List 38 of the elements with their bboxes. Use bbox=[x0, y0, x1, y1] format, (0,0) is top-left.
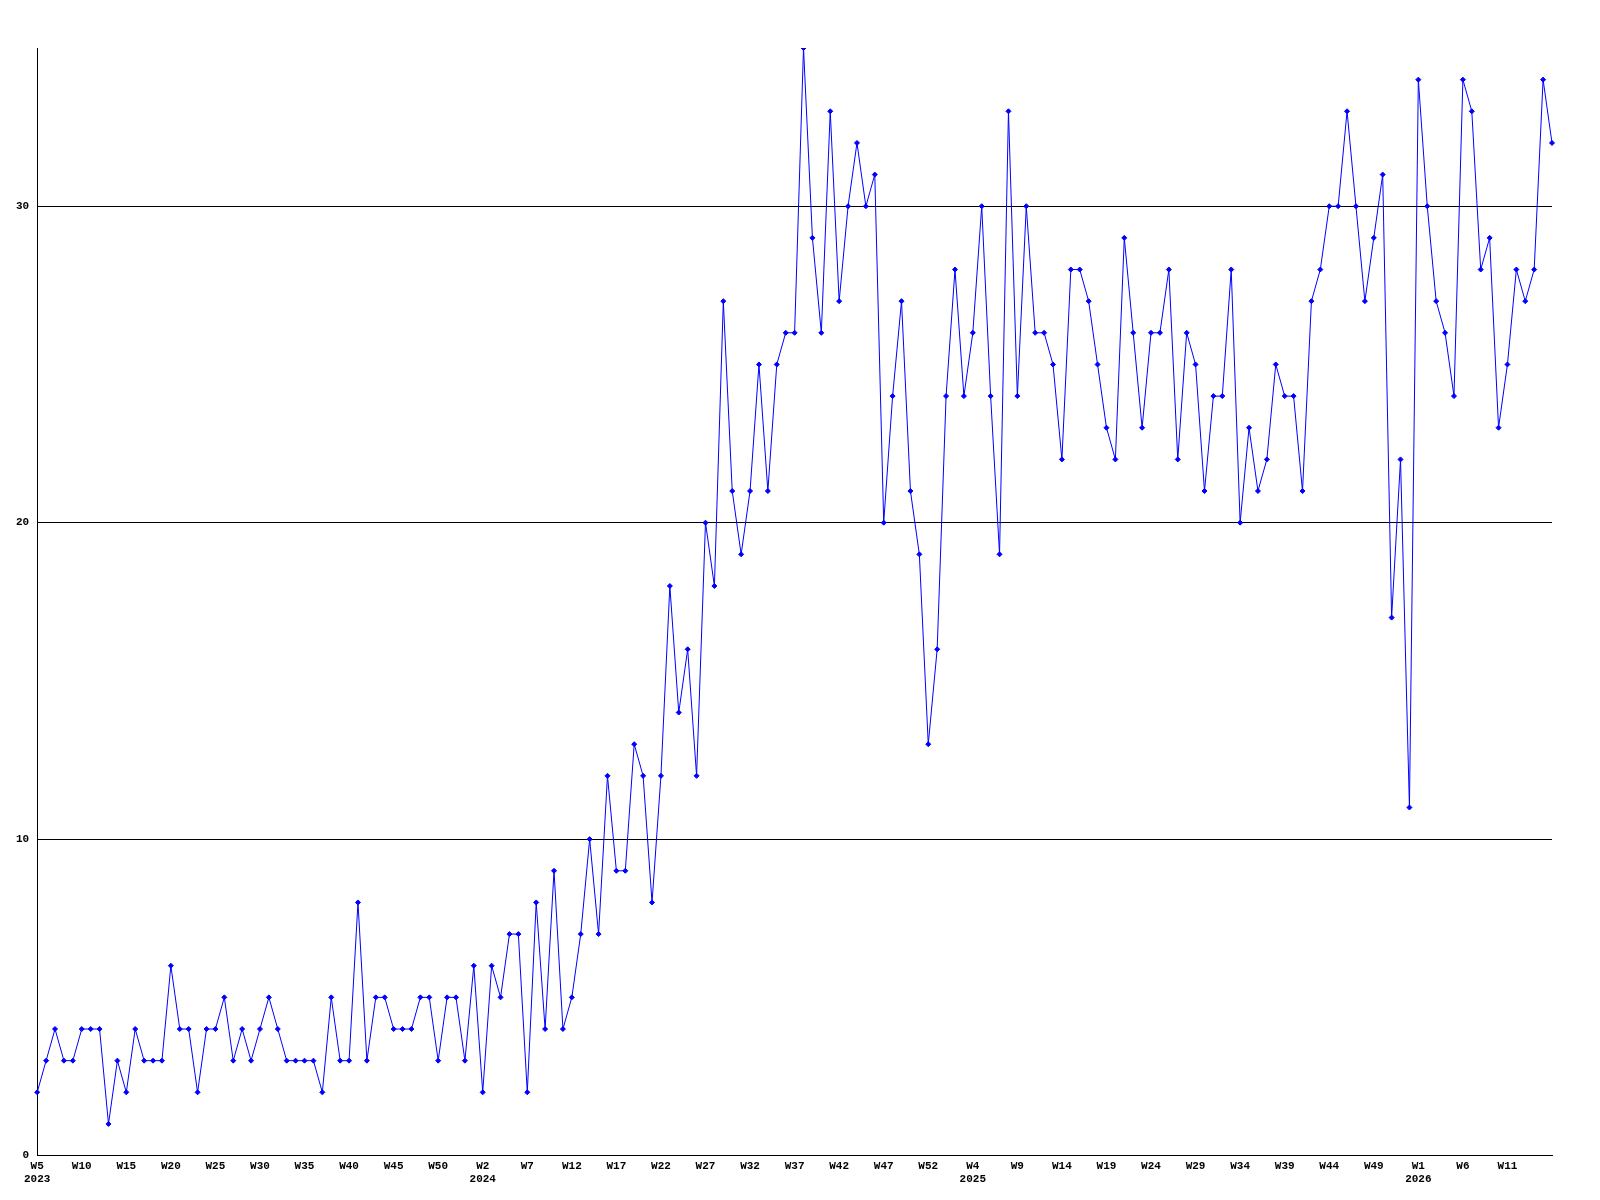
x-tick-label: W35 bbox=[294, 1159, 315, 1172]
x-tick-label: W2 2024 bbox=[469, 1159, 497, 1186]
x-tick-label: W15 bbox=[116, 1159, 137, 1172]
x-tick-label: W47 bbox=[873, 1159, 894, 1172]
x-tick-label: W12 bbox=[561, 1159, 582, 1172]
x-tick-label: W17 bbox=[606, 1159, 627, 1172]
x-tick-label: W49 bbox=[1363, 1159, 1384, 1172]
x-tick-label: W1 2026 bbox=[1405, 1159, 1432, 1186]
y-tick-label: 0 bbox=[22, 1149, 30, 1162]
x-tick-label: W27 bbox=[695, 1159, 716, 1172]
x-tick-label: W5 2023 bbox=[24, 1159, 51, 1186]
x-tick-label: W52 bbox=[918, 1159, 939, 1172]
x-tick-label: W20 bbox=[160, 1159, 181, 1172]
x-tick-label: W19 bbox=[1096, 1159, 1117, 1172]
y-tick-label: 30 bbox=[16, 199, 30, 212]
x-tick-label: W44 bbox=[1319, 1159, 1340, 1172]
x-tick-label: W14 bbox=[1052, 1159, 1073, 1172]
x-tick-label: W42 bbox=[829, 1159, 850, 1172]
x-tick-label: W22 bbox=[651, 1159, 671, 1172]
x-tick-label: W40 bbox=[339, 1159, 359, 1172]
x-tick-label: W34 bbox=[1230, 1159, 1251, 1172]
x-tick-label: W7 bbox=[520, 1159, 534, 1172]
x-tick-label: W10 bbox=[71, 1159, 92, 1172]
x-tick-label: W50 bbox=[428, 1159, 449, 1172]
x-tick-label: W4 2025 bbox=[959, 1159, 987, 1186]
x-tick-label: W39 bbox=[1274, 1159, 1295, 1172]
x-tick-label: W11 bbox=[1497, 1159, 1518, 1172]
x-tick-label: W24 bbox=[1141, 1159, 1162, 1172]
x-tick-label: W6 bbox=[1456, 1159, 1470, 1172]
x-tick-label: W37 bbox=[784, 1159, 805, 1172]
y-tick-label: 10 bbox=[16, 832, 30, 845]
x-tick-label: W25 bbox=[205, 1159, 226, 1172]
x-tick-label: W32 bbox=[740, 1159, 760, 1172]
x-tick-label: W29 bbox=[1185, 1159, 1206, 1172]
x-tick-label: W9 bbox=[1010, 1159, 1024, 1172]
x-tick-label: W45 bbox=[383, 1159, 404, 1172]
x-tick-label: W30 bbox=[250, 1159, 270, 1172]
y-tick-label: 20 bbox=[16, 516, 30, 529]
